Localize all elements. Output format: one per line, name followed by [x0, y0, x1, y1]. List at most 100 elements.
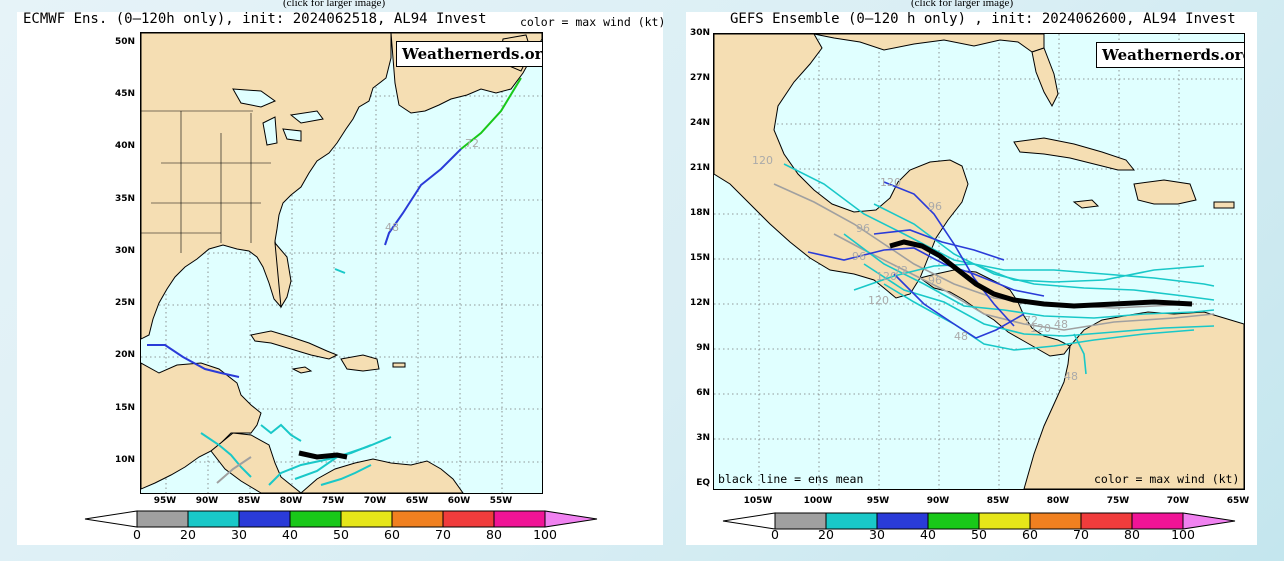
south-america-land — [1023, 311, 1244, 489]
left-map: 72 48 Weathernerds.org — [140, 32, 543, 494]
left-lon-label: 80W — [279, 496, 303, 506]
right-lat-label: 3N — [696, 433, 710, 443]
track-cyan-6 — [853, 263, 1205, 291]
track-cyan-6 — [334, 268, 346, 274]
left-lat-label: 40N — [114, 141, 135, 151]
right-map-svg: 120 120 96 96 96 96 120 72 48 72 120 48 … — [714, 34, 1244, 489]
right-lon-label: 90W — [926, 496, 950, 506]
left-lat-label: 45N — [114, 89, 135, 99]
central-america-land — [210, 432, 302, 493]
right-map: 120 120 96 96 96 96 120 72 48 72 120 48 … — [713, 33, 1245, 490]
left-lat-label: 50N — [114, 37, 135, 47]
left-caption-link[interactable]: (click for larger image) — [283, 0, 386, 9]
left-lon-label: 85W — [237, 496, 261, 506]
right-track-label: 120 — [868, 294, 889, 307]
scale-swatch — [340, 510, 393, 528]
track-mean — [889, 239, 1193, 309]
jamaica-land — [1072, 199, 1100, 209]
right-scale-value: 50 — [971, 527, 987, 542]
right-lat-label: 15N — [689, 253, 710, 263]
south-america-land — [300, 458, 464, 493]
left-state-lines — [141, 110, 271, 253]
right-scale-value: 80 — [1124, 527, 1140, 542]
right-track-label: 96 — [852, 250, 866, 263]
track-blue — [807, 247, 1045, 297]
left-scale-value: 20 — [180, 527, 196, 542]
left-scale-value: 0 — [133, 527, 141, 542]
left-lat-label: 35N — [114, 194, 135, 204]
right-lon-label: 75W — [1106, 496, 1130, 506]
track-gray — [216, 456, 252, 484]
track-blue-2 — [883, 181, 1015, 327]
left-scale-value: 50 — [333, 527, 349, 542]
cuba-land — [250, 330, 339, 360]
jamaica-land — [291, 366, 313, 374]
right-track-label: 96 — [928, 274, 942, 287]
puerto-rico-land — [392, 362, 406, 368]
right-lon-label: 95W — [866, 496, 890, 506]
left-land — [141, 33, 542, 493]
left-lon-label: 90W — [195, 496, 219, 506]
right-color-note: color = max wind (kt) — [1094, 472, 1240, 486]
right-track-label: 96 — [856, 222, 870, 235]
right-lat-label: 24N — [689, 118, 710, 128]
scale-swatch — [493, 510, 546, 528]
track-cyan — [783, 163, 1215, 287]
right-lat-label: EQ — [696, 478, 710, 488]
left-title: ECMWF Ens. (0–120h only), init: 20240625… — [23, 11, 487, 27]
florida-land — [1031, 47, 1059, 108]
left-lon-label: 55W — [489, 496, 513, 506]
left-figure-panel[interactable]: ECMWF Ens. (0–120h only), init: 20240625… — [17, 11, 666, 545]
right-scale-value: 70 — [1073, 527, 1089, 542]
scale-swatch — [84, 510, 138, 528]
scale-swatch — [238, 510, 291, 528]
left-lon-label: 75W — [321, 496, 345, 506]
right-lat-label: 21N — [689, 163, 710, 173]
left-lat-label: 25N — [114, 298, 135, 308]
scale-swatch — [136, 510, 189, 528]
track-gray-2 — [833, 233, 1215, 331]
left-color-scale — [84, 510, 598, 528]
right-track-label: 120 — [1030, 322, 1051, 335]
track-blue-3 — [893, 273, 1025, 339]
scale-swatch — [442, 510, 495, 528]
puerto-rico-land — [1213, 201, 1235, 209]
right-track-label: 120 — [876, 270, 897, 283]
scale-swatch — [1182, 512, 1236, 530]
left-lat-label: 30N — [114, 246, 135, 256]
right-lat-label: 27N — [689, 73, 710, 83]
right-lat-label: 18N — [689, 208, 710, 218]
track-cyan-5 — [883, 283, 1195, 351]
track-cyan-1 — [200, 432, 252, 478]
right-land — [714, 34, 1244, 489]
right-lon-label: 105W — [743, 496, 773, 506]
right-color-scale — [722, 512, 1236, 530]
right-track-label: 72 — [1024, 314, 1038, 327]
right-track-label: 48 — [1064, 370, 1078, 383]
yucatan-land — [141, 362, 262, 490]
left-scale-value: 70 — [435, 527, 451, 542]
hispaniola-land — [1133, 179, 1197, 205]
right-lat-label: 6N — [696, 388, 710, 398]
north-america-land — [141, 33, 392, 340]
right-lat-label: 9N — [696, 343, 710, 353]
right-figure-panel[interactable]: GEFS Ensemble (0–120 h only) , init: 202… — [686, 11, 1257, 545]
ens-mean-note: black line = ens mean — [718, 472, 864, 486]
right-track-label: 72 — [894, 264, 908, 277]
right-scale-value: 0 — [771, 527, 779, 542]
right-scale-value: 30 — [869, 527, 885, 542]
left-color-label: color = max wind (kt) — [520, 15, 666, 29]
track-gray — [773, 183, 1195, 309]
left-scale-value: 100 — [533, 527, 557, 542]
track-cyan-3 — [863, 263, 1215, 337]
right-lon-label: 100W — [803, 496, 833, 506]
cuba-land — [1013, 137, 1136, 171]
right-lon-label: 85W — [986, 496, 1010, 506]
track-blue-2 — [147, 344, 240, 378]
left-scale-value: 30 — [231, 527, 247, 542]
right-caption-link[interactable]: (click for larger image) — [911, 0, 1014, 9]
left-lon-label: 95W — [153, 496, 177, 506]
right-lat-label: 30N — [689, 28, 710, 38]
left-lon-label: 60W — [447, 496, 471, 506]
right-track-label: 120 — [752, 154, 773, 167]
